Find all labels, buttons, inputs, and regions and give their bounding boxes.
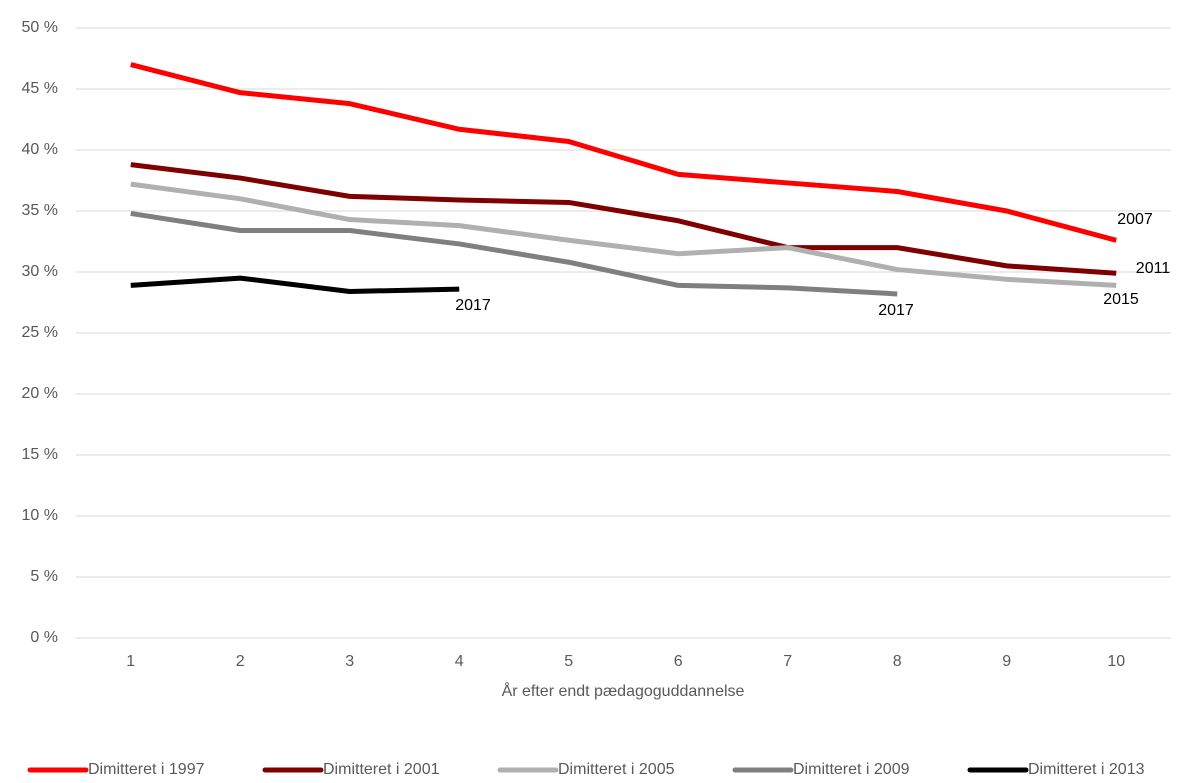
- x-tick-label: 8: [893, 653, 902, 670]
- x-tick-label: 5: [564, 653, 573, 670]
- x-tick-label: 4: [455, 653, 464, 670]
- annotation: 2017: [878, 302, 914, 319]
- line-series: [130, 181, 1117, 288]
- x-tick-label: 9: [1002, 653, 1011, 670]
- y-tick-label: 30 %: [22, 263, 58, 280]
- x-tick-label: 10: [1107, 653, 1125, 670]
- annotation: 2015: [1103, 291, 1139, 308]
- annotation: 2011: [1136, 260, 1171, 277]
- y-tick-label: 40 %: [22, 141, 58, 158]
- x-tick-label: 6: [674, 653, 683, 670]
- y-tick-label: 10 %: [22, 507, 58, 524]
- y-tick-label: 20 %: [22, 385, 58, 402]
- y-tick-label: 5 %: [30, 568, 58, 585]
- y-tick-label: 15 %: [22, 446, 58, 463]
- y-tick-label: 0 %: [30, 629, 58, 646]
- annotation: 2007: [1117, 211, 1153, 228]
- x-tick-label: 1: [126, 653, 135, 670]
- legend-label: Dimitteret i 2005: [558, 761, 675, 778]
- legend-label: Dimitteret i 2013: [1028, 761, 1145, 778]
- y-tick-label: 45 %: [22, 80, 58, 97]
- legend-label: Dimitteret i 2001: [323, 761, 440, 778]
- x-tick-label: 3: [345, 653, 354, 670]
- x-tick-label: 7: [783, 653, 792, 670]
- line-series: [130, 275, 460, 295]
- line-series: [130, 210, 898, 297]
- legend-label: Dimitteret i 1997: [88, 761, 205, 778]
- legend-label: Dimitteret i 2009: [793, 761, 910, 778]
- line-series: [130, 62, 1117, 243]
- y-tick-label: 25 %: [22, 324, 58, 341]
- x-tick-label: 2: [236, 653, 245, 670]
- y-tick-label: 35 %: [22, 202, 58, 219]
- annotation: 2017: [455, 297, 491, 314]
- y-tick-label: 50 %: [22, 19, 58, 36]
- x-axis-label: År efter endt pædagoguddannelse: [502, 681, 745, 700]
- line-series: [130, 162, 1117, 276]
